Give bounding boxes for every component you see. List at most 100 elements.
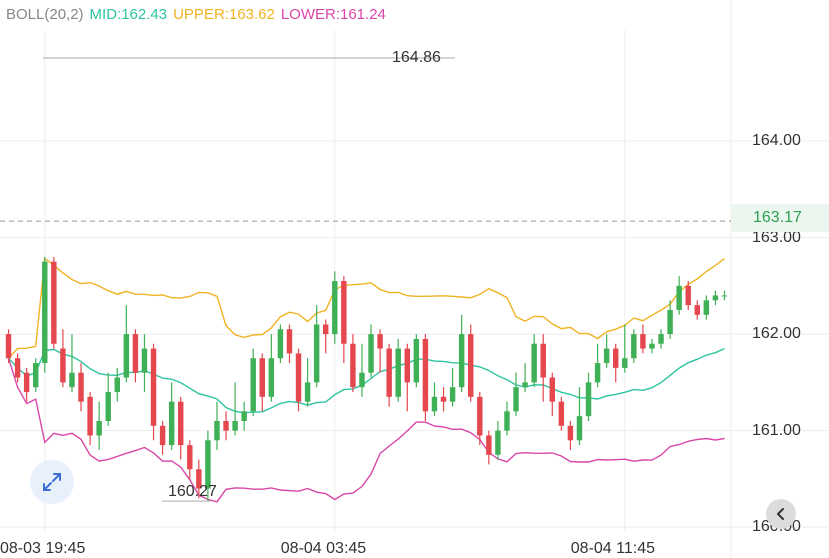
candle-body xyxy=(141,348,148,373)
candle-body xyxy=(676,285,682,310)
candle-body xyxy=(87,396,93,436)
candle-body xyxy=(286,329,293,354)
candle-body xyxy=(359,372,365,388)
candle-body xyxy=(440,396,447,402)
candle-body xyxy=(295,353,302,402)
indicator-legend: BOLL(20,2) MID:162.43 UPPER:163.62 LOWER:16… xyxy=(6,6,392,23)
candle-body xyxy=(33,363,39,388)
candle-body xyxy=(214,420,220,441)
candle-body xyxy=(603,348,610,364)
candle-body xyxy=(377,334,383,349)
candle-body xyxy=(14,358,21,378)
legend-lower: LOWER:161.24 xyxy=(280,6,386,23)
candle-body xyxy=(96,420,102,436)
candle-body xyxy=(522,382,528,388)
candle-body xyxy=(168,401,175,446)
boll-lower-line xyxy=(7,357,725,503)
candles xyxy=(5,256,728,502)
fit-view-button[interactable] xyxy=(30,460,74,504)
legend-mid: MID:162.43 xyxy=(89,6,168,23)
candle-body xyxy=(42,261,48,364)
candle-body xyxy=(350,343,356,388)
candle-body xyxy=(78,372,84,402)
candle-body xyxy=(51,261,57,344)
candle-body xyxy=(277,329,284,359)
candle-body xyxy=(667,309,673,335)
candle-body xyxy=(703,300,710,315)
candle-body xyxy=(150,348,157,426)
candle-body xyxy=(422,338,429,412)
candle-body xyxy=(685,285,691,306)
legend-upper: UPPER:163.62 xyxy=(173,6,275,23)
candle-body xyxy=(304,382,311,402)
candle-body xyxy=(712,295,719,301)
price-tick-label: 161.00 xyxy=(752,421,801,439)
candle-body xyxy=(386,348,392,397)
candle-body xyxy=(721,295,728,297)
boll-upper-line xyxy=(7,257,725,359)
candle-body xyxy=(323,324,329,335)
candle-body xyxy=(613,348,619,368)
candle-body xyxy=(132,334,139,373)
highest-price-label: 164.86 xyxy=(392,49,441,66)
candle-body xyxy=(232,420,238,431)
candle-body xyxy=(694,305,700,315)
candle-body xyxy=(594,363,601,383)
candle-body xyxy=(5,334,12,359)
price-tick-label: 164.00 xyxy=(752,132,801,150)
last-price-badge: 163.17 xyxy=(731,204,829,232)
candle-body xyxy=(576,416,583,441)
expand-arrows-icon xyxy=(43,473,61,491)
candle-body xyxy=(60,348,66,383)
candle-body xyxy=(477,396,483,436)
candle-body xyxy=(341,281,347,344)
candle-body xyxy=(449,387,456,402)
candle-body xyxy=(159,425,166,446)
time-tick-label: 08-03 19:45 xyxy=(0,540,86,557)
candle-body xyxy=(241,411,247,421)
candle-body xyxy=(495,430,501,455)
chevron-left-icon xyxy=(777,508,784,520)
candle-body xyxy=(259,358,265,397)
price-tick-label: 162.00 xyxy=(752,325,801,343)
candle-body xyxy=(69,372,75,388)
candle-body xyxy=(105,392,111,421)
candle-body xyxy=(368,334,374,373)
candle-body xyxy=(205,440,211,489)
candle-body xyxy=(531,343,537,383)
grid-lines xyxy=(0,30,829,532)
candle-body xyxy=(558,401,565,426)
time-tick-label: 08-04 11:45 xyxy=(570,540,655,557)
candle-body xyxy=(640,334,646,349)
candle-body xyxy=(549,377,555,402)
candle-body xyxy=(540,343,546,378)
candle-body xyxy=(622,358,628,368)
candle-body xyxy=(404,348,410,383)
candle-body xyxy=(250,358,256,412)
candle-body xyxy=(395,348,401,397)
candle-body xyxy=(313,324,320,383)
candle-body xyxy=(567,425,574,441)
price-tick-label: 163.00 xyxy=(752,228,801,246)
scroll-latest-button[interactable] xyxy=(766,499,796,529)
candle-body xyxy=(631,334,637,359)
candle-body xyxy=(413,338,420,383)
time-tick-label: 08-04 03:45 xyxy=(280,540,367,557)
candle-body xyxy=(332,281,338,335)
legend-indicator: BOLL(20,2) xyxy=(6,6,84,23)
lowest-price-label: 160.27 xyxy=(168,483,217,500)
candle-body xyxy=(458,334,465,388)
candle-body xyxy=(187,445,193,470)
candle-body xyxy=(196,469,202,489)
candle-body xyxy=(431,396,438,412)
candle-body xyxy=(223,420,229,431)
candle-body xyxy=(585,382,592,417)
candle-body xyxy=(504,411,510,431)
candle-body xyxy=(178,401,184,446)
candle-body xyxy=(123,334,130,378)
candle-body xyxy=(468,334,474,397)
candle-body xyxy=(268,358,275,397)
candle-body xyxy=(649,343,655,349)
candle-body xyxy=(486,435,492,455)
